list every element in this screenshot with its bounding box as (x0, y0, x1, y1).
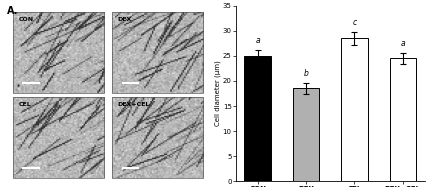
Bar (12, 97, 104, 178)
Text: DEX+CEL: DEX+CEL (118, 102, 150, 107)
Text: c: c (352, 18, 356, 27)
Bar (245, 56, 271, 181)
Bar (112, 12, 203, 93)
Bar (341, 38, 368, 181)
Bar (390, 58, 416, 181)
Text: b: b (304, 69, 308, 78)
Text: a: a (401, 39, 405, 48)
Text: CON: CON (18, 17, 33, 22)
Y-axis label: Cell diameter (μm): Cell diameter (μm) (215, 61, 221, 126)
Bar (293, 88, 320, 181)
Text: *: * (16, 84, 20, 90)
Bar (12, 12, 104, 93)
Text: a: a (255, 36, 260, 45)
Text: CEL: CEL (18, 102, 31, 107)
Bar (112, 97, 203, 178)
Text: DEX: DEX (118, 17, 132, 22)
Text: A.: A. (6, 6, 18, 16)
